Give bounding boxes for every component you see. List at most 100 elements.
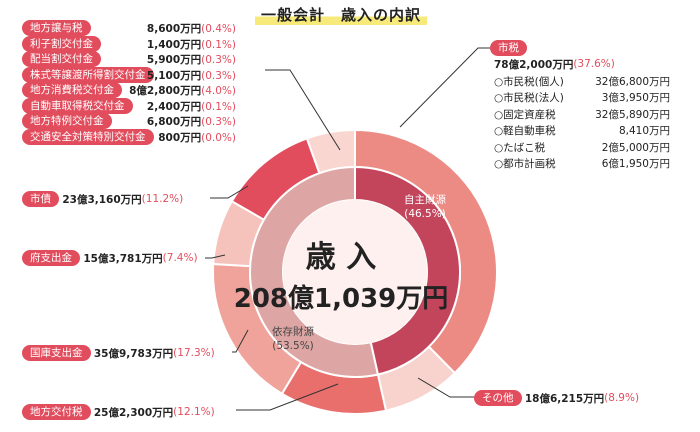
small-item-name: 自動車取得税交付金 <box>22 97 133 114</box>
small-item-row: 地方消費税交付金 <box>22 82 122 98</box>
small-item-value: 8億2,800万円(4.0%) <box>116 83 236 98</box>
tax-item-amount: 2億5,000万円 <box>601 141 670 154</box>
small-item-name: 株式等譲渡所得割交付金 <box>22 66 154 83</box>
small-item-pct: (0.1%) <box>201 100 236 113</box>
small-item-value: 5,100万円(0.3%) <box>116 68 236 83</box>
small-item-pct: (0.3%) <box>201 54 236 66</box>
small-item-amount: 8億2,800万円 <box>129 85 202 97</box>
label-fu: 府支出金 15億3,781万円 (7.4%) <box>22 250 198 266</box>
small-item-row: 交通安全対策特別交付金 <box>22 128 154 145</box>
small-item-amount: 2,400万円 <box>146 100 202 113</box>
small-item-value: 800万円(0.0%) <box>116 130 236 145</box>
inner-dep-pct: (53.5%) <box>272 340 314 352</box>
small-item-pct: (0.1%) <box>201 38 236 51</box>
label-shizei-pct: (37.6%) <box>573 58 615 70</box>
tax-item: ○たばこ税 2億5,000万円 <box>494 139 670 156</box>
small-item-name: 交通安全対策特別交付金 <box>22 128 154 145</box>
tax-item-amount: 3億3,950万円 <box>601 92 670 105</box>
center-title: 歳 入 <box>305 240 377 275</box>
tax-item: ○市民税(法人) 3億3,950万円 <box>494 90 670 107</box>
small-item-name: 地方譲与税 <box>22 20 91 36</box>
leader-koufu <box>236 383 339 411</box>
label-sonota: その他 18億6,215万円 (8.9%) <box>474 390 639 406</box>
leader-smalls <box>265 69 341 151</box>
tax-item-amount: 8,410万円 <box>618 125 670 138</box>
tax-item: ○市民税(個人) 32億6,800万円 <box>494 73 670 90</box>
small-item-row: 配当割交付金 <box>22 51 101 67</box>
small-item-pct: (4.0%) <box>201 85 236 97</box>
label-kokko-name: 国庫支出金 <box>22 345 91 361</box>
small-item-pct: (0.0%) <box>201 131 236 144</box>
small-item-value: 6,800万円(0.3%) <box>116 114 236 129</box>
tax-item-name: ○固定資産税 <box>494 108 556 121</box>
tax-item-amount: 32億6,800万円 <box>595 75 670 88</box>
label-sonota-amount: 18億6,215万円 <box>524 392 605 405</box>
center-disc <box>283 200 427 344</box>
label-fu-amount: 15億3,781万円 <box>83 252 163 265</box>
label-koufu-pct: (12.1%) <box>173 406 215 418</box>
label-shizei-name: 市税 <box>490 40 527 56</box>
small-item-row: 地方特例交付金 <box>22 113 112 129</box>
small-item-amount: 8,600万円 <box>146 23 202 35</box>
small-item-name: 配当割交付金 <box>22 51 101 67</box>
tax-item-name: ○市民税(法人) <box>494 92 564 105</box>
small-item-pct: (0.4%) <box>201 23 236 35</box>
tax-item-name: ○たばこ税 <box>494 141 546 154</box>
small-item-value: 5,900万円(0.3%) <box>116 52 236 67</box>
label-shisai-amount: 23億3,160万円 <box>62 193 142 206</box>
inner-dep-name: 依存財源 <box>272 326 314 338</box>
small-item-value: 2,400万円(0.1%) <box>116 99 236 114</box>
tax-item: ○都市計画税 6億1,950万円 <box>494 156 670 173</box>
inner-own-name: 自主財源 <box>404 194 446 206</box>
label-shisai-pct: (11.2%) <box>141 193 184 205</box>
small-item-pct: (0.3%) <box>201 116 236 128</box>
tax-item-name: ○市民税(個人) <box>494 75 564 88</box>
small-item-value: 1,400万円(0.1%) <box>116 37 236 52</box>
label-sonota-pct: (8.9%) <box>604 392 640 404</box>
label-shizei-value: 78億2,000万円 (37.6%) <box>494 56 615 72</box>
label-fu-pct: (7.4%) <box>162 252 198 264</box>
tax-item-amount: 32億5,890万円 <box>595 108 670 121</box>
small-item-name: 地方消費税交付金 <box>22 82 122 98</box>
label-kokko-amount: 35億9,783万円 <box>93 347 174 360</box>
tax-item: ○固定資産税 32億5,890万円 <box>494 106 670 123</box>
small-item-row: 利子割交付金 <box>22 35 101 52</box>
tax-breakdown-list: ○市民税(個人) 32億6,800万円 ○市民税(法人) 3億3,950万円 ○固定資産… <box>494 73 670 172</box>
small-item-name: 地方特例交付金 <box>22 113 112 129</box>
tax-item-name: ○都市計画税 <box>494 158 556 171</box>
tax-item-amount: 6億1,950万円 <box>601 158 670 171</box>
small-item-value: 8,600万円(0.4%) <box>116 21 236 36</box>
small-item-amount: 1,400万円 <box>146 38 202 51</box>
leader-shisai <box>210 185 249 199</box>
label-shizei: 市税 <box>490 40 527 56</box>
small-item-amount: 6,800万円 <box>146 116 202 128</box>
small-item-amount: 800万円 <box>158 131 202 144</box>
leader-kokko <box>232 329 249 353</box>
label-koufu: 地方交付税 25億2,300万円 (12.1%) <box>22 404 215 420</box>
inner-own-label: 自主財源 (46.5%) <box>390 193 460 221</box>
label-koufu-amount: 25億2,300万円 <box>93 406 174 419</box>
center-total: 208億1,039万円 <box>233 284 449 314</box>
label-fu-name: 府支出金 <box>22 250 80 266</box>
label-shisai-name: 市債 <box>22 191 59 207</box>
small-item-amount: 5,100万円 <box>146 69 202 82</box>
small-item-pct: (0.3%) <box>201 69 236 82</box>
small-item-row: 自動車取得税交付金 <box>22 97 133 114</box>
small-item-amount: 5,900万円 <box>146 54 202 66</box>
label-kokko-pct: (17.3%) <box>173 347 215 359</box>
label-sonota-name: その他 <box>474 390 522 406</box>
small-item-row: 地方譲与税 <box>22 20 91 36</box>
inner-own-pct: (46.5%) <box>404 208 446 220</box>
inner-dep-label: 依存財源 (53.5%) <box>258 325 328 353</box>
label-kokko: 国庫支出金 35億9,783万円 (17.3%) <box>22 345 215 361</box>
label-koufu-name: 地方交付税 <box>22 404 91 420</box>
label-shisai: 市債 23億3,160万円 (11.2%) <box>22 191 183 207</box>
small-item-row: 株式等譲渡所得割交付金 <box>22 66 154 83</box>
tax-item: ○軽自動車税 8,410万円 <box>494 123 670 140</box>
leader-sonota <box>417 377 474 398</box>
small-item-name: 利子割交付金 <box>22 35 101 52</box>
tax-item-name: ○軽自動車税 <box>494 125 556 138</box>
leader-fu <box>205 254 226 259</box>
chart-title: 一般会計 歳入の内訳 <box>255 4 428 25</box>
